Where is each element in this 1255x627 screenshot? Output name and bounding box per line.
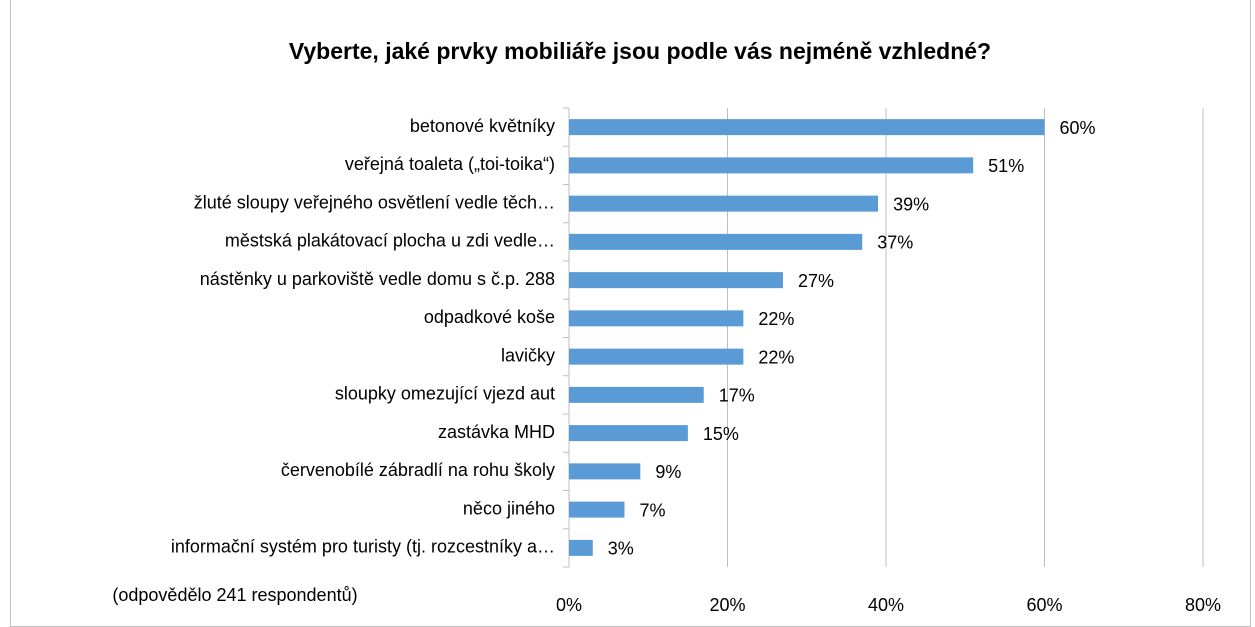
bar (569, 348, 744, 365)
data-label: 15% (703, 424, 739, 444)
bar (569, 463, 641, 480)
bar (569, 386, 704, 403)
chart-title: Vyberte, jaké prvky mobiliáře jsou podle… (289, 38, 991, 64)
data-label: 17% (719, 386, 755, 406)
x-tick-label: 0% (556, 595, 582, 615)
x-tick-label: 20% (709, 595, 745, 615)
bar (569, 425, 688, 442)
data-label: 22% (758, 309, 794, 329)
bar (569, 195, 879, 212)
data-label: 22% (758, 347, 794, 367)
y-tick-label: lavičky (501, 345, 555, 365)
y-tick-label: nástěnky u parkoviště vedle domu s č.p. … (200, 269, 555, 289)
y-tick-label: sloupky omezující vjezd aut (335, 384, 555, 404)
data-label: 37% (877, 233, 913, 253)
bar (569, 157, 974, 174)
y-tick-label: něco jiného (463, 498, 555, 518)
bar (569, 501, 625, 518)
x-tick-label: 60% (1026, 595, 1062, 615)
data-label: 3% (608, 539, 634, 559)
y-tick-label: betonové květníky (410, 116, 555, 136)
bar (569, 310, 744, 327)
y-tick-label: informační systém pro turisty (tj. rozce… (171, 537, 555, 557)
annotation: (odpovědělo 241 respondentů) (112, 585, 357, 605)
data-label: 27% (798, 271, 834, 291)
bar (569, 233, 863, 250)
data-label: 39% (893, 194, 929, 214)
x-tick-label: 40% (868, 595, 904, 615)
data-label: 51% (988, 156, 1024, 176)
y-tick-label: odpadkové koše (424, 307, 555, 327)
data-label: 7% (639, 500, 665, 520)
bar (569, 119, 1045, 136)
y-tick-label: zastávka MHD (438, 422, 555, 442)
y-tick-label: veřejná toaleta („toi-toika“) (345, 154, 555, 174)
y-tick-label: žluté sloupy veřejného osvětlení vedle t… (194, 192, 555, 212)
bar (569, 272, 783, 289)
y-tick-label: červenobílé zábradlí na rohu školy (281, 460, 555, 480)
y-tick-label: městská plakátovací plocha u zdi vedle… (225, 231, 555, 251)
data-label: 9% (655, 462, 681, 482)
data-label: 60% (1060, 118, 1096, 138)
x-tick-label: 80% (1185, 595, 1221, 615)
bar (569, 539, 593, 556)
